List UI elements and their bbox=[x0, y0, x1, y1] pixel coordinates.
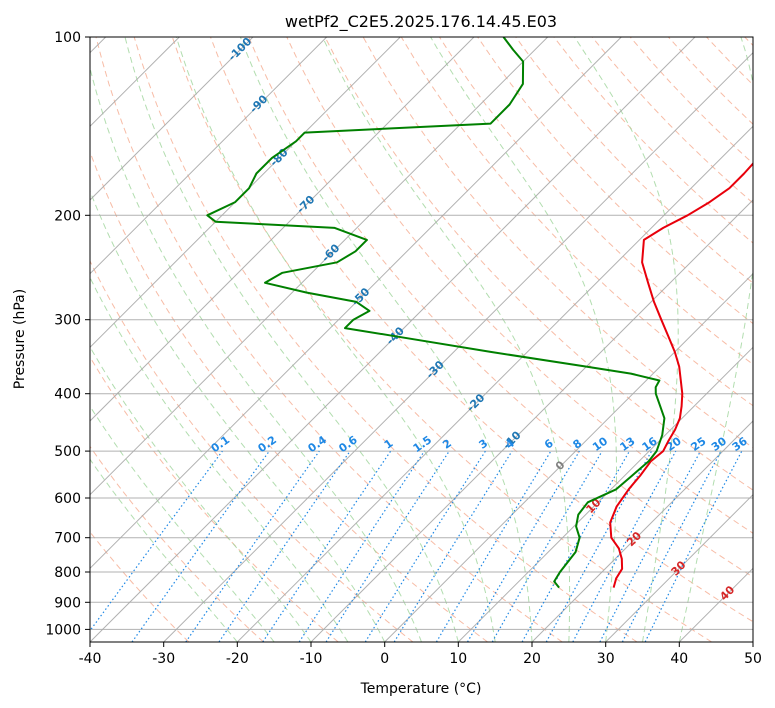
x-axis-ticks: -40 -30 -20 -10 0 10 20 30 40 50 bbox=[79, 642, 762, 667]
chart-title: wetPf2_C2E5.2025.176.14.45.E03 bbox=[285, 12, 557, 32]
dry-adiabat-line bbox=[90, 445, 264, 642]
isotherm-line bbox=[163, 51, 753, 642]
isotherm-line bbox=[531, 420, 753, 642]
y-tick-label: 500 bbox=[54, 444, 81, 460]
isotherm-line bbox=[90, 37, 254, 201]
mixing-ratio-line bbox=[572, 450, 677, 642]
mixing-ratio-line bbox=[644, 450, 743, 642]
y-tick-label: 700 bbox=[54, 531, 81, 547]
moist-adiabat-line bbox=[90, 405, 275, 642]
moist-adiabat-line bbox=[574, 37, 679, 642]
x-tick-label: 40 bbox=[670, 651, 688, 667]
x-tick-label: 10 bbox=[449, 651, 467, 667]
y-tick-label: 800 bbox=[54, 565, 81, 581]
dry-adiabat-line bbox=[515, 37, 753, 284]
moist-adiabat-line bbox=[678, 37, 753, 642]
mixing-ratio-line bbox=[325, 450, 450, 642]
mixing-ratio-line bbox=[90, 450, 223, 632]
y-tick-label: 400 bbox=[54, 387, 81, 403]
moist-adiabat-line bbox=[175, 37, 496, 642]
y-axis-label: Pressure (hPa) bbox=[12, 289, 28, 389]
dry-adiabat-line bbox=[90, 259, 414, 642]
dry-adiabats bbox=[90, 37, 753, 642]
dry-adiabat-line bbox=[210, 37, 753, 623]
isotherm-line bbox=[90, 37, 549, 496]
dry-adiabat-line bbox=[133, 37, 638, 642]
isotherm-line bbox=[310, 199, 753, 642]
mixing-ratio-line bbox=[393, 450, 513, 642]
y-tick-label: 1000 bbox=[45, 622, 81, 638]
x-tick-label: -20 bbox=[226, 651, 249, 667]
moist-adiabat-line bbox=[430, 37, 617, 642]
y-tick-label: 600 bbox=[54, 491, 81, 507]
x-tick-label: 50 bbox=[744, 651, 762, 667]
dry-adiabat-line bbox=[286, 37, 753, 534]
plot-area: -100-90-80-70-60-50-40-30-20-10010203040… bbox=[90, 37, 753, 642]
isotherm-line bbox=[90, 37, 475, 422]
plot-frame bbox=[89, 36, 754, 643]
dewpoint-profile-line bbox=[206, 37, 666, 589]
isotherm-line bbox=[90, 37, 622, 570]
isotherms bbox=[90, 37, 753, 642]
y-axis-ticks: 100 200 300 400 500 600 700 800 900 1000 bbox=[45, 30, 90, 638]
isotherm-line bbox=[605, 493, 753, 642]
isotherm-line bbox=[90, 37, 696, 642]
mixing-ratio-line bbox=[262, 450, 392, 642]
moist-adiabat-line bbox=[90, 189, 386, 642]
isotherm-line bbox=[90, 37, 328, 275]
moist-adiabat-line bbox=[239, 37, 533, 642]
x-tick-label: -40 bbox=[79, 651, 102, 667]
x-axis-label: Temperature (°C) bbox=[360, 681, 482, 697]
isotherm-line bbox=[236, 125, 753, 642]
x-tick-label: 20 bbox=[523, 651, 541, 667]
dry-adiabat-line bbox=[95, 37, 563, 642]
y-tick-label: 900 bbox=[54, 595, 81, 611]
x-tick-label: 30 bbox=[597, 651, 615, 667]
mixing-ratio-line bbox=[131, 450, 270, 642]
isotherm-line bbox=[384, 272, 753, 642]
dry-adiabat-line bbox=[171, 37, 712, 642]
moist-adiabat-line bbox=[90, 458, 238, 642]
dry-adiabat-line bbox=[324, 37, 753, 491]
mixing-ratio-line bbox=[185, 450, 320, 642]
mixing-ratio-line bbox=[218, 450, 351, 642]
x-tick-label: -10 bbox=[300, 651, 323, 667]
mixing-ratio-line bbox=[545, 450, 653, 642]
moist-adiabat-line bbox=[124, 37, 459, 642]
x-tick-label: 0 bbox=[380, 651, 389, 667]
isotherm-line bbox=[457, 346, 753, 642]
dry-adiabat-line bbox=[90, 356, 339, 642]
dry-adiabat-line bbox=[248, 37, 753, 578]
moist-adiabat-line bbox=[90, 65, 422, 642]
mixing-ratio-line bbox=[298, 450, 425, 642]
profile-series bbox=[206, 37, 753, 589]
temperature-profile-line bbox=[609, 162, 753, 588]
y-tick-label: 100 bbox=[54, 30, 81, 46]
moist-adiabat-line bbox=[322, 37, 571, 642]
y-tick-label: 300 bbox=[54, 313, 81, 329]
moist-adiabat-line bbox=[90, 276, 349, 642]
y-tick-label: 200 bbox=[54, 208, 81, 224]
x-tick-label: -30 bbox=[152, 651, 175, 667]
